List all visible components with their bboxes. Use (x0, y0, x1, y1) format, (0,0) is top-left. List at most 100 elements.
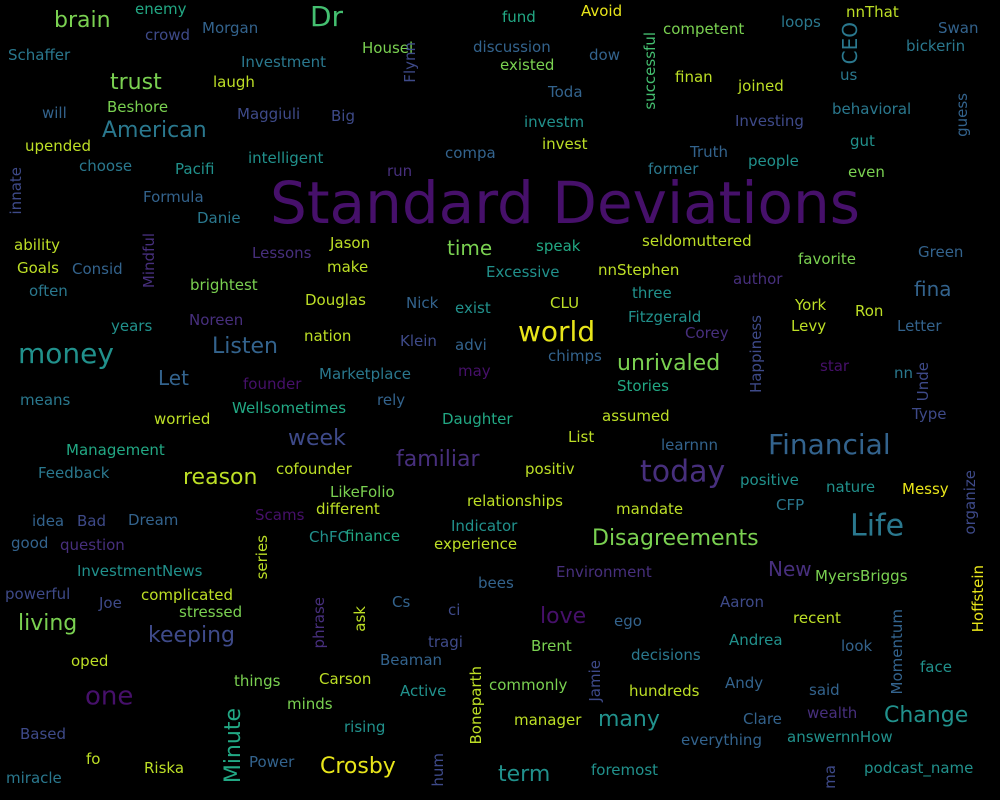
cloud-word: Cs (392, 593, 410, 611)
cloud-word: chimps (548, 347, 602, 365)
cloud-word: us (840, 66, 858, 84)
cloud-word: Stories (617, 377, 669, 395)
cloud-word: Housel (362, 39, 413, 57)
cloud-word: discussion (473, 38, 551, 56)
cloud-word: List (568, 428, 594, 446)
cloud-word: Klein (400, 332, 437, 350)
cloud-word: CFP (776, 496, 804, 514)
cloud-word: Fitzgerald (628, 308, 701, 326)
cloud-word: money (18, 337, 114, 370)
cloud-word: fo (86, 750, 100, 768)
cloud-word: fund (502, 8, 536, 26)
cloud-word: former (648, 160, 699, 178)
cloud-word: Listen (212, 334, 278, 359)
cloud-word: answernnHow (787, 728, 893, 746)
cloud-word: powerful (5, 585, 70, 603)
cloud-word: dow (589, 46, 620, 64)
cloud-word: Scams (255, 506, 305, 524)
cloud-word: brain (54, 8, 111, 33)
cloud-word: many (598, 707, 660, 732)
cloud-word: Flynn (401, 42, 419, 83)
cloud-word: crowd (145, 26, 190, 44)
cloud-word: York (794, 296, 827, 314)
cloud-word: Nick (406, 294, 439, 312)
cloud-word: author (733, 270, 783, 288)
cloud-word: nnStephen (598, 261, 679, 279)
cloud-word: enemy (135, 0, 187, 18)
cloud-word: Happiness (747, 315, 765, 393)
cloud-word: Danie (197, 209, 241, 227)
cloud-word: Truth (689, 143, 728, 161)
cloud-word: CLU (550, 294, 579, 312)
cloud-word: look (841, 637, 873, 655)
cloud-word: Morgan (202, 19, 258, 37)
cloud-word: Environment (556, 563, 652, 581)
cloud-word: exist (455, 299, 491, 317)
cloud-word: people (748, 152, 799, 170)
cloud-word: laugh (213, 73, 255, 91)
cloud-word: Financial (768, 428, 891, 461)
cloud-word: bickerin (906, 37, 965, 55)
cloud-word: Andrea (729, 631, 783, 649)
cloud-word: nnThat (846, 3, 899, 21)
cloud-word: minds (287, 695, 333, 713)
cloud-word: Hoffstein (969, 565, 987, 632)
cloud-word: Pacifi (175, 160, 214, 178)
cloud-word: Type (911, 405, 946, 423)
cloud-word: ci (448, 601, 460, 619)
cloud-word: phrase (310, 597, 328, 648)
cloud-word: guess (953, 93, 971, 137)
cloud-word: Dream (128, 511, 178, 529)
cloud-word: hum (429, 753, 447, 787)
cloud-word: commonly (489, 676, 567, 694)
cloud-word: intelligent (248, 149, 324, 167)
cloud-word: innate (7, 167, 25, 214)
cloud-word: Let (158, 366, 189, 390)
cloud-word: successful (641, 32, 659, 110)
cloud-word: seldomuttered (642, 232, 752, 250)
cloud-word: decisions (631, 646, 701, 664)
cloud-word: Schaffer (8, 46, 71, 64)
cloud-word: cofounder (276, 460, 353, 478)
cloud-word: Disagreements (592, 526, 759, 551)
cloud-word: unrivaled (617, 351, 720, 376)
cloud-word: Messy (902, 480, 949, 498)
cloud-word: Power (249, 753, 295, 771)
cloud-word: Maggiuli (237, 105, 300, 123)
cloud-word: complicated (141, 586, 233, 604)
cloud-word: learnnn (661, 436, 718, 454)
cloud-word: podcast_name (864, 759, 973, 778)
cloud-word: investm (524, 113, 584, 131)
cloud-word: Toda (547, 83, 583, 101)
cloud-word: worried (154, 410, 210, 428)
cloud-word: brightest (190, 276, 258, 294)
cloud-word: positive (740, 471, 799, 489)
cloud-word: loops (781, 13, 821, 31)
cloud-word: rising (344, 718, 385, 736)
cloud-word: nation (304, 327, 351, 345)
cloud-word: make (327, 258, 368, 276)
cloud-word: rely (377, 391, 405, 409)
cloud-word: nature (826, 478, 875, 496)
cloud-word: miracle (6, 769, 62, 787)
cloud-word: upended (25, 137, 91, 155)
cloud-word: Indicator (451, 517, 518, 535)
cloud-word: compa (445, 144, 496, 162)
cloud-word: tragi (428, 633, 463, 651)
cloud-word: years (111, 317, 152, 335)
cloud-word: Avoid (581, 2, 622, 20)
cloud-word: Clare (743, 710, 782, 728)
cloud-word: assumed (602, 407, 670, 425)
cloud-word: Unde (914, 362, 932, 401)
cloud-word: three (632, 284, 672, 302)
cloud-word: Feedback (38, 464, 110, 482)
cloud-word: may (458, 362, 491, 380)
cloud-word: Corey (685, 324, 729, 342)
cloud-word: Investing (735, 112, 804, 130)
cloud-word: founder (243, 375, 302, 393)
cloud-word: Life (850, 509, 904, 544)
cloud-word: things (234, 672, 281, 690)
cloud-word: star (820, 357, 850, 375)
cloud-word: speak (536, 237, 581, 255)
